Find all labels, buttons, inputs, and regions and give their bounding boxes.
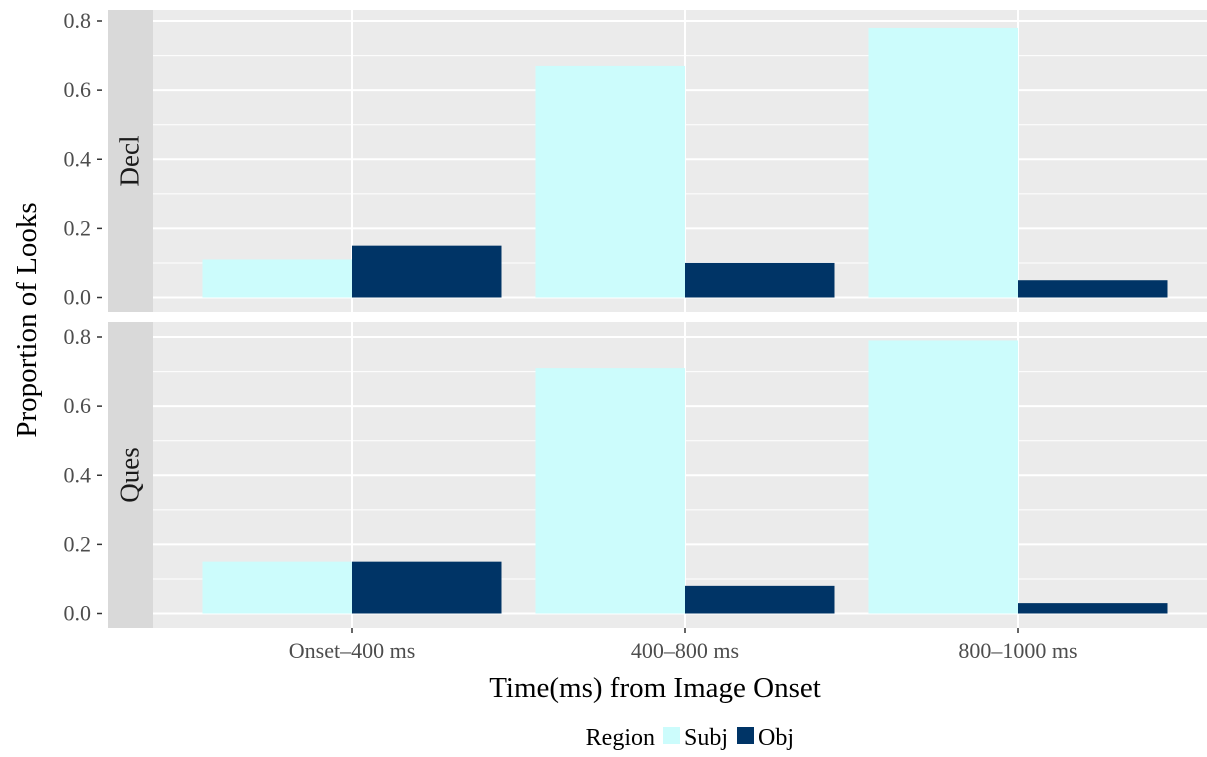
y-axis-title: Proportion of Looks <box>11 202 43 437</box>
y-tick-label: 0.6 <box>64 77 92 102</box>
bar-obj <box>352 245 502 298</box>
legend-title: Region <box>586 725 655 751</box>
y-tick-label: 0.4 <box>64 146 92 171</box>
y-tick-label: 0.2 <box>64 531 92 556</box>
legend-key-subj <box>663 727 680 744</box>
bar-subj <box>202 259 352 298</box>
bar-obj <box>685 262 835 298</box>
bar-obj <box>352 561 502 614</box>
bar-obj <box>685 585 835 614</box>
legend-label-obj: Obj <box>758 725 794 751</box>
facet-strip <box>108 10 153 312</box>
bar-subj <box>868 340 1018 614</box>
y-tick-label: 0.8 <box>64 8 92 33</box>
legend-label-subj: Subj <box>684 725 728 751</box>
bar-obj <box>1018 603 1168 614</box>
y-tick-label: 0.8 <box>64 324 92 349</box>
y-tick-label: 0.0 <box>64 285 92 310</box>
facet-label: Decl <box>115 136 145 187</box>
y-tick-label: 0.0 <box>64 601 92 626</box>
facet-label: Ques <box>115 447 145 503</box>
bar-obj <box>1018 280 1168 298</box>
y-tick-label: 0.4 <box>64 462 92 487</box>
x-tick-label: 800–1000 ms <box>958 638 1077 663</box>
x-tick-label: 400–800 ms <box>631 638 739 663</box>
bar-subj <box>535 368 685 614</box>
bar-subj <box>535 65 685 298</box>
x-axis-title: Time(ms) from Image Onset <box>489 672 821 704</box>
facet-strip <box>108 322 153 628</box>
y-tick-label: 0.2 <box>64 215 92 240</box>
y-tick-label: 0.6 <box>64 393 92 418</box>
bar-subj <box>868 27 1018 298</box>
x-tick-label: Onset–400 ms <box>289 638 416 663</box>
bar-subj <box>202 561 352 614</box>
legend-key-obj <box>737 727 754 744</box>
